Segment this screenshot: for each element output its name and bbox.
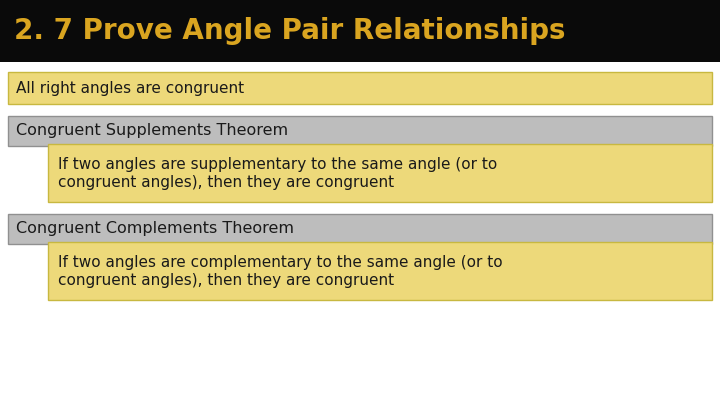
- FancyBboxPatch shape: [48, 242, 712, 300]
- Text: All right angles are congruent: All right angles are congruent: [16, 81, 244, 96]
- Text: If two angles are supplementary to the same angle (or to: If two angles are supplementary to the s…: [58, 156, 498, 171]
- FancyBboxPatch shape: [0, 0, 720, 62]
- FancyBboxPatch shape: [8, 116, 712, 146]
- Text: If two angles are complementary to the same angle (or to: If two angles are complementary to the s…: [58, 254, 503, 269]
- FancyBboxPatch shape: [8, 214, 712, 244]
- Text: Congruent Supplements Theorem: Congruent Supplements Theorem: [16, 124, 288, 139]
- FancyBboxPatch shape: [48, 144, 712, 202]
- Text: congruent angles), then they are congruent: congruent angles), then they are congrue…: [58, 175, 394, 190]
- Text: congruent angles), then they are congruent: congruent angles), then they are congrue…: [58, 273, 394, 288]
- FancyBboxPatch shape: [8, 72, 712, 104]
- Text: Congruent Complements Theorem: Congruent Complements Theorem: [16, 222, 294, 237]
- Text: 2. 7 Prove Angle Pair Relationships: 2. 7 Prove Angle Pair Relationships: [14, 17, 565, 45]
